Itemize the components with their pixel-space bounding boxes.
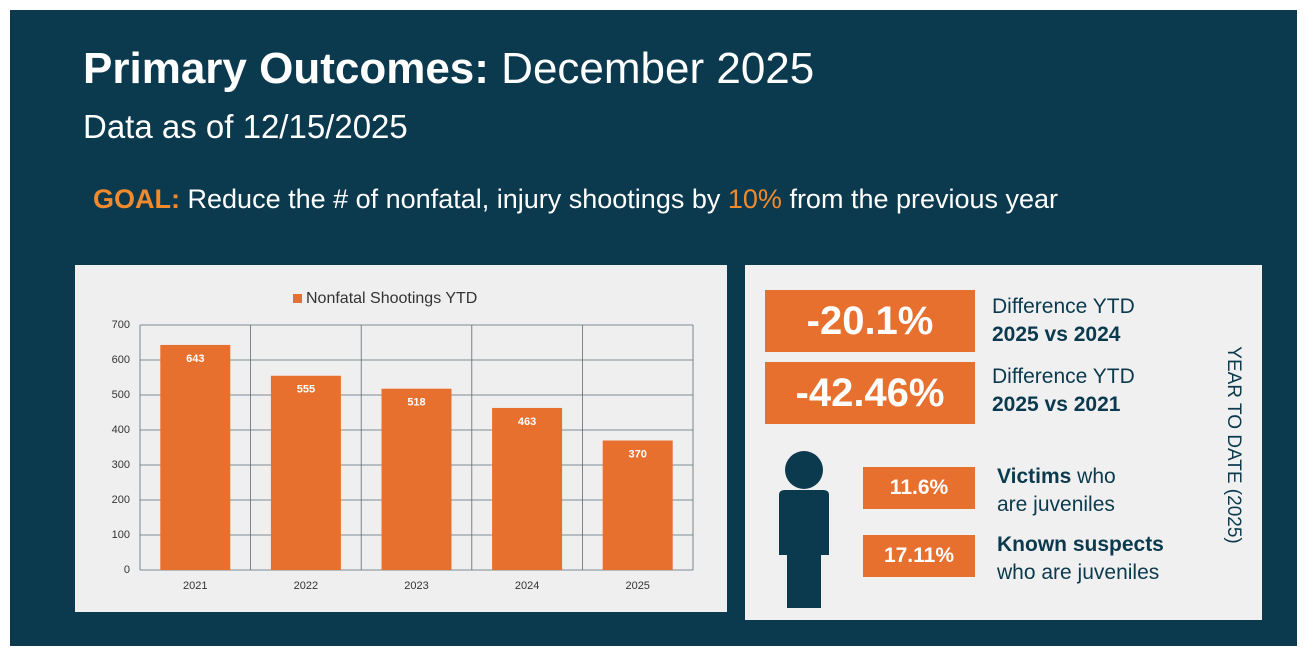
stat-line: Difference YTD — [992, 295, 1135, 318]
stat-label: Difference YTD 2025 vs 2021 — [992, 363, 1135, 419]
y-tick-label: 400 — [112, 424, 130, 436]
subtitle: Data as of 12/15/2025 — [83, 108, 408, 145]
juvenile-label: Known suspects who are juveniles — [997, 531, 1164, 587]
y-tick-label: 500 — [112, 389, 130, 401]
stats-panel: -20.1% Difference YTD 2025 vs 2024 -42.46… — [745, 265, 1262, 620]
bar — [602, 440, 673, 570]
value-label: 555 — [297, 384, 315, 396]
bar — [381, 388, 452, 570]
bar — [492, 407, 563, 570]
juvenile-value: 17.11% — [863, 535, 975, 577]
y-tick-label: 600 — [112, 354, 130, 366]
stat-line: 2025 vs 2021 — [992, 393, 1121, 416]
stat-value: -20.1% — [765, 290, 975, 352]
x-tick-label: 2022 — [294, 580, 318, 592]
goal-label: GOAL: — [93, 184, 180, 214]
juvenile-text: who are juveniles — [997, 561, 1160, 584]
legend-swatch — [293, 294, 302, 303]
stat-line: 2025 vs 2024 — [992, 323, 1121, 346]
title-bold: Primary Outcomes: — [83, 44, 489, 93]
title: Primary Outcomes: December 2025 — [83, 44, 814, 94]
juvenile-text: are juveniles — [997, 493, 1115, 516]
value-label: 518 — [407, 397, 425, 409]
juvenile-value: 11.6% — [863, 467, 975, 509]
legend-label: Nonfatal Shootings YTD — [306, 290, 477, 307]
title-rest: December 2025 — [501, 44, 815, 93]
x-tick-label: 2023 — [404, 580, 428, 592]
value-label: 463 — [518, 416, 536, 428]
bar — [160, 344, 231, 570]
goal-text: Reduce the # of nonfatal, injury shootin… — [187, 184, 721, 214]
y-tick-label: 200 — [112, 494, 130, 506]
goal: GOAL: Reduce the # of nonfatal, injury s… — [93, 184, 1058, 215]
goal-highlight: 10% — [727, 184, 782, 214]
juvenile-bold: Victims — [997, 465, 1072, 488]
stat-line: Difference YTD — [992, 365, 1135, 388]
value-label: 643 — [186, 353, 204, 365]
x-tick-label: 2024 — [515, 580, 539, 592]
icon-body — [779, 490, 829, 608]
y-tick-label: 100 — [112, 529, 130, 541]
icon-head — [785, 451, 823, 489]
y-tick-label: 300 — [112, 459, 130, 471]
x-tick-label: 2021 — [183, 580, 207, 592]
juvenile-label: Victims who are juveniles — [997, 463, 1116, 519]
stat-value: -42.46% — [765, 362, 975, 424]
bar — [270, 375, 341, 570]
value-label: 370 — [629, 448, 647, 460]
juvenile-bold: Known suspects — [997, 533, 1164, 556]
goal-text: from the previous year — [789, 184, 1059, 214]
chart: 0 100 200 300 400 500 600 700 Nonfatal Shootings… — [112, 290, 694, 592]
x-tick-label: 2025 — [625, 580, 649, 592]
person-icon — [779, 451, 829, 608]
y-tick-label: 700 — [112, 319, 130, 331]
juvenile-text: who — [1077, 465, 1116, 488]
side-label: YEAR TO DATE (2025) — [1223, 346, 1244, 544]
y-tick-label: 0 — [124, 564, 130, 576]
stat-label: Difference YTD 2025 vs 2024 — [992, 293, 1135, 349]
chart-panel: 0 100 200 300 400 500 600 700 Nonfatal Shootings… — [75, 265, 727, 612]
